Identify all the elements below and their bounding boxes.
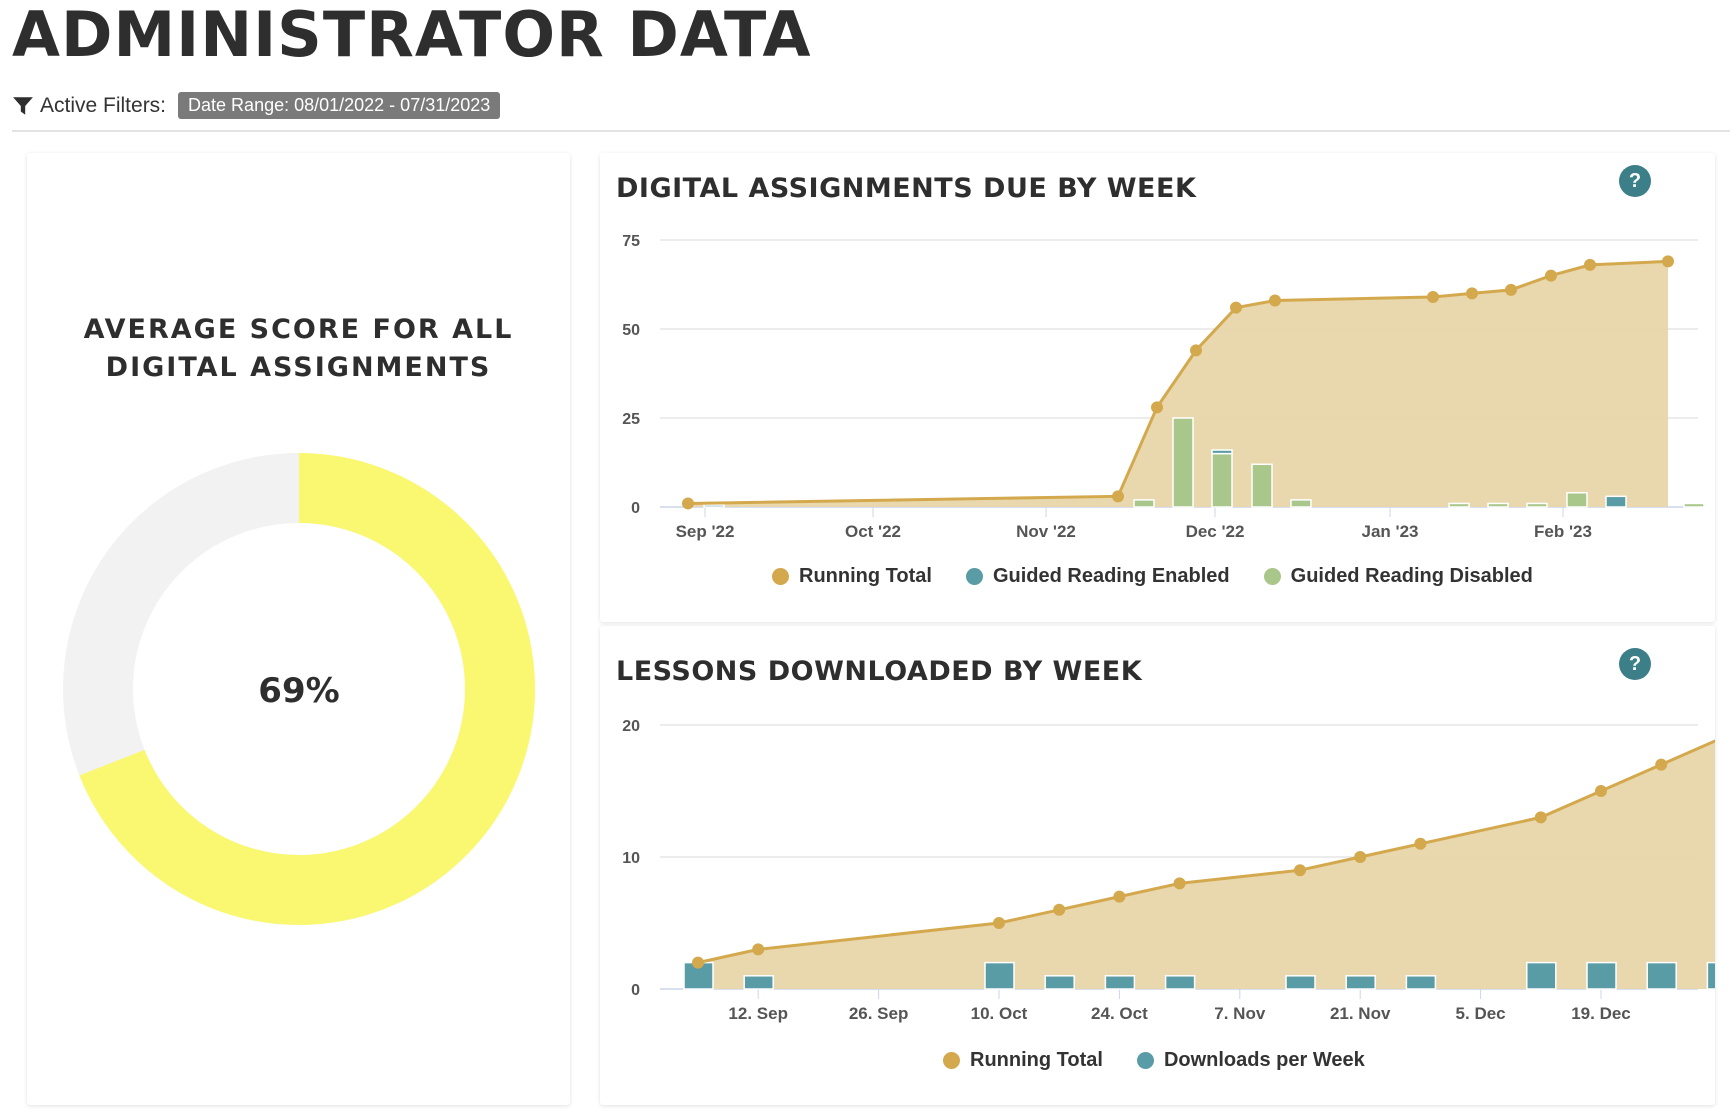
svg-text:Sep '22: Sep '22 [676, 522, 735, 541]
legend-dot-icon [772, 568, 789, 585]
svg-text:26. Sep: 26. Sep [849, 1004, 909, 1023]
svg-text:0: 0 [631, 500, 640, 517]
question-icon: ? [1628, 652, 1642, 675]
assignments-legend: Running Total Guided Reading Enabled Gui… [772, 565, 1533, 588]
legend-guided-reading-enabled[interactable]: Guided Reading Enabled [965, 565, 1230, 588]
assignments-help-button[interactable]: ? [1619, 165, 1651, 197]
active-filters: Active Filters: Date Range: 08/01/2022 -… [12, 92, 501, 119]
lessons-downloaded-card: LESSONS DOWNLOADED BY WEEK ? 0 10 20 12. Se… [600, 626, 1715, 1105]
page-title: ADMINISTRATOR DATA [12, 0, 812, 71]
legend-label: Running Total [799, 565, 932, 587]
svg-text:5. Dec: 5. Dec [1456, 1004, 1506, 1023]
average-score-card: AVERAGE SCORE FOR ALL DIGITAL ASSIGNMENT… [27, 153, 570, 1105]
assignments-due-chart: 0 25 50 75 Sep '22 Oct '22 Nov '22 Dec '22 Jan '… [622, 233, 1705, 541]
legend-label: Guided Reading Disabled [1290, 565, 1533, 587]
svg-text:Jan '23: Jan '23 [1362, 522, 1419, 541]
svg-text:Nov '22: Nov '22 [1016, 522, 1076, 541]
donut-title-line-1: AVERAGE SCORE FOR ALL [83, 314, 514, 345]
donut-center-label: 69% [258, 671, 339, 711]
svg-text:Dec '22: Dec '22 [1186, 522, 1245, 541]
date-range-filter-chip[interactable]: Date Range: 08/01/2022 - 07/31/2023 [178, 92, 501, 119]
legend-label: Guided Reading Enabled [992, 565, 1230, 587]
lessons-downloaded-chart: 0 10 20 12. Sep 26. Sep 10. Oct 24. Oct 7. Nov 2… [622, 718, 1715, 1023]
average-score-donut: 69% [63, 453, 535, 925]
svg-text:19. Dec: 19. Dec [1571, 1004, 1631, 1023]
lessons-legend: Running Total Downloads per Week [943, 1049, 1365, 1072]
legend-guided-reading-disabled[interactable]: Guided Reading Disabled [1263, 565, 1533, 588]
donut-title-line-2: DIGITAL ASSIGNMENTS [105, 352, 492, 383]
svg-text:25: 25 [622, 411, 640, 428]
svg-text:10. Oct: 10. Oct [971, 1004, 1028, 1023]
svg-text:10: 10 [622, 850, 640, 867]
svg-text:20: 20 [622, 718, 640, 735]
legend-label: Downloads per Week [1163, 1049, 1365, 1071]
assignments-due-card: DIGITAL ASSIGNMENTS DUE BY WEEK ? 0 25 50 7… [600, 153, 1715, 622]
legend-label: Running Total [970, 1049, 1103, 1071]
question-icon: ? [1628, 169, 1642, 192]
svg-text:21. Nov: 21. Nov [1330, 1004, 1391, 1023]
svg-text:75: 75 [622, 233, 640, 250]
svg-text:7. Nov: 7. Nov [1214, 1004, 1266, 1023]
assignments-chart-title: DIGITAL ASSIGNMENTS DUE BY WEEK [616, 173, 1197, 204]
svg-text:Feb '23: Feb '23 [1534, 522, 1592, 541]
svg-text:50: 50 [622, 322, 640, 339]
svg-text:0: 0 [631, 982, 640, 999]
legend-downloads-per-week[interactable]: Downloads per Week [1136, 1049, 1365, 1072]
legend-dot-icon [1263, 568, 1281, 585]
lessons-help-button[interactable]: ? [1619, 648, 1651, 680]
filters-label: Active Filters: [40, 93, 167, 117]
legend-dot-icon [1136, 1052, 1154, 1069]
svg-text:24. Oct: 24. Oct [1091, 1004, 1148, 1023]
funnel-icon [13, 96, 33, 115]
header-divider [12, 130, 1730, 132]
lessons-chart-title: LESSONS DOWNLOADED BY WEEK [616, 656, 1143, 687]
svg-text:Oct '22: Oct '22 [845, 522, 901, 541]
svg-text:12. Sep: 12. Sep [728, 1004, 788, 1023]
legend-dot-icon [943, 1052, 960, 1069]
donut-value-arc[interactable] [63, 453, 535, 925]
donut-title: AVERAGE SCORE FOR ALL DIGITAL ASSIGNMENT… [27, 311, 570, 387]
legend-running-total[interactable]: Running Total [772, 565, 932, 588]
legend-dot-icon [965, 568, 983, 585]
legend-running-total[interactable]: Running Total [943, 1049, 1103, 1072]
